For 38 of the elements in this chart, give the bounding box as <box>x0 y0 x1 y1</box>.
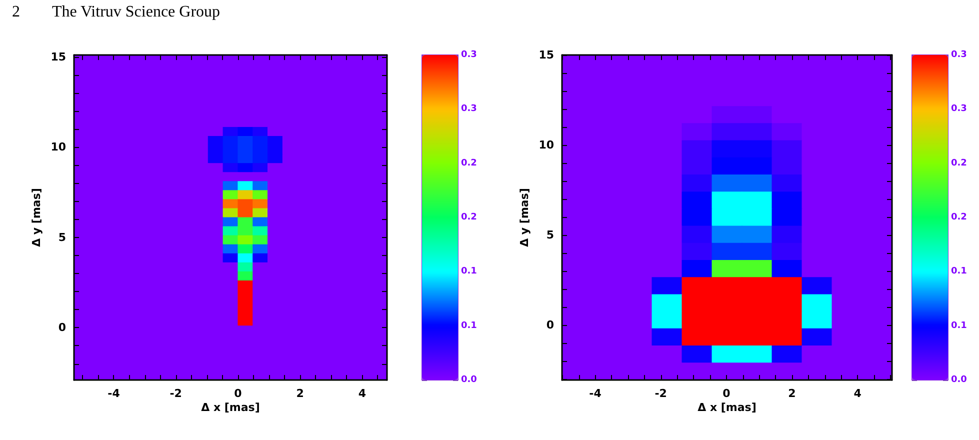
x-tick-label: -2 <box>654 387 667 400</box>
y-tick-label: 0 <box>58 321 66 334</box>
color-bar-label: 0.1 <box>461 266 477 277</box>
y-tick-label: 15 <box>538 48 554 62</box>
x-tick-label: 0 <box>722 387 731 400</box>
color-bar-label: 0.1 <box>951 266 967 277</box>
x-tick-label: 4 <box>854 387 862 400</box>
y-tick-label: 5 <box>546 228 554 242</box>
color-bar-label: 0.2 <box>461 158 477 168</box>
y-tick-label: 10 <box>538 138 554 152</box>
color-bar-label: 0.3 <box>951 50 967 60</box>
y-tick-label: 10 <box>50 140 66 154</box>
y-axis-title: Δ y [mas] <box>30 188 43 247</box>
x-tick-label: 2 <box>788 387 796 400</box>
y-tick-label: 15 <box>50 50 66 64</box>
color-bar-label: 0.1 <box>951 320 967 331</box>
color-bar-label: 0.2 <box>951 212 967 222</box>
x-tick-label: 2 <box>296 387 304 400</box>
text: The Vitruv Science Group <box>52 4 220 20</box>
y-tick-label: 0 <box>546 318 554 332</box>
color-bar-label: 0.2 <box>951 158 967 168</box>
x-tick-label: 4 <box>358 387 366 400</box>
color-bar-label: 0.2 <box>461 212 477 222</box>
color-bar-label: 0.3 <box>461 104 477 114</box>
color-bar-label: 0.0 <box>461 375 477 385</box>
color-bar-label: 0.3 <box>951 104 967 114</box>
x-tick-label: 0 <box>234 387 242 400</box>
text: 2 <box>12 4 20 20</box>
y-tick-label: 5 <box>58 230 66 244</box>
y-axis-title: Δ y [mas] <box>518 188 531 247</box>
color-bar-label: 0.3 <box>461 50 477 60</box>
x-axis-title: Δ x [mas] <box>201 401 260 414</box>
color-bar-label: 0.0 <box>951 375 967 385</box>
color-bar-label: 0.1 <box>461 320 477 331</box>
x-tick-label: -4 <box>589 387 602 400</box>
x-tick-label: -2 <box>170 387 182 400</box>
x-tick-label: -4 <box>108 387 120 400</box>
x-axis-title: Δ x [mas] <box>698 401 756 414</box>
